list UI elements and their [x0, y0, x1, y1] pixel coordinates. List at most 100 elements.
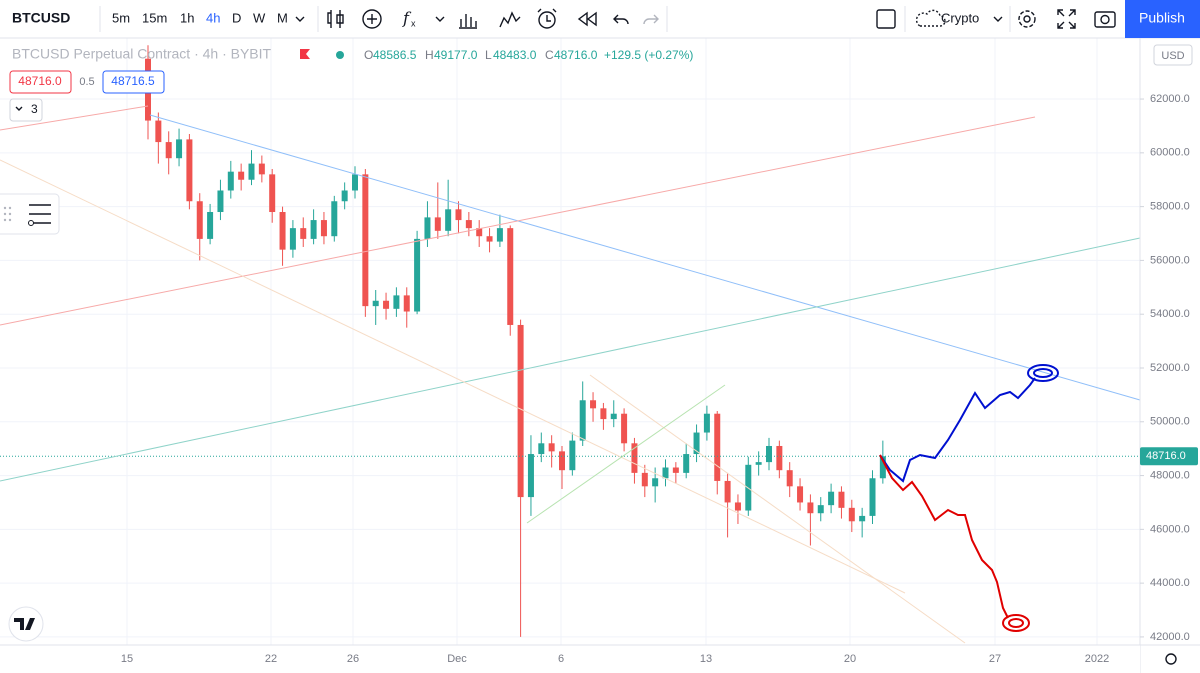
- interval[interactable]: 1h: [180, 10, 194, 25]
- indicators-icon[interactable]: f: [402, 9, 412, 28]
- candle-body: [424, 217, 431, 239]
- chevron[interactable]: [993, 16, 1003, 22]
- candle-body: [672, 467, 679, 473]
- chevron[interactable]: [295, 16, 305, 22]
- candle-body: [186, 139, 193, 202]
- y-tick-label: 56000.0: [1150, 254, 1190, 266]
- candle-body: [320, 220, 327, 237]
- chevron[interactable]: [435, 16, 445, 22]
- currency-button[interactable]: [1153, 44, 1193, 66]
- layout[interactable]: [876, 9, 896, 29]
- candle-body: [465, 220, 472, 229]
- redo[interactable]: [643, 14, 659, 25]
- y-tick-label: 62000.0: [1150, 93, 1190, 105]
- candle-body: [859, 515, 866, 522]
- scribble: [1002, 614, 1030, 632]
- y-tick-label: 42000.0: [1150, 631, 1190, 643]
- candle-body: [352, 174, 358, 191]
- trend-line: [0, 116, 1036, 326]
- candle-body: [269, 174, 276, 213]
- buy-button[interactable]: [102, 70, 165, 94]
- ohlc-label: C: [545, 48, 554, 62]
- candle-body: [300, 228, 307, 239]
- bid: 48716.0: [18, 74, 62, 88]
- plot-area: [0, 38, 1140, 645]
- candle-body: [652, 478, 659, 487]
- scribble: [879, 377, 1036, 483]
- y-tick-label: 54000.0: [1150, 308, 1190, 320]
- templates[interactable]: [459, 14, 477, 29]
- interval[interactable]: W: [253, 10, 266, 25]
- compare[interactable]: [362, 9, 382, 29]
- trend-line: [0, 159, 906, 594]
- indicators-toggle[interactable]: [9, 98, 43, 122]
- symbol[interactable]: BTCUSD: [12, 10, 70, 26]
- candle-body: [838, 491, 845, 508]
- ohlc-label: H: [425, 48, 434, 62]
- replay[interactable]: [577, 11, 597, 27]
- logo-mark: [14, 618, 35, 630]
- settings[interactable]: [1018, 10, 1036, 28]
- alert[interactable]: [538, 11, 556, 29]
- candle-body: [734, 502, 741, 511]
- x-tick-label: 20: [844, 653, 856, 665]
- legend: BTCUSD Perpetual Contract · 4h · BYBIT O…: [9, 46, 693, 122]
- interval[interactable]: M: [277, 10, 288, 25]
- interval[interactable]: 5m: [112, 10, 130, 25]
- x-tick-label: 6: [558, 653, 564, 665]
- y-tick-label: 48000.0: [1150, 469, 1190, 481]
- candle-body: [434, 217, 441, 231]
- scribble: [1033, 368, 1053, 378]
- candle-body: [527, 454, 534, 498]
- x-tick-label: 2022: [1085, 653, 1109, 665]
- financials[interactable]: [499, 11, 521, 28]
- candle-body: [766, 445, 772, 463]
- candle-body: [538, 443, 545, 455]
- x-tick-label: 27: [989, 653, 1001, 665]
- x-tick-label: 22: [265, 653, 277, 665]
- interval[interactable]: 15m: [142, 10, 167, 25]
- symbol-description: BTCUSD Perpetual Contract · 4h · BYBIT: [12, 46, 272, 62]
- drawing-toolbar: [0, 193, 60, 235]
- trend-line: [0, 237, 1141, 482]
- x-tick-label: Dec: [447, 653, 467, 665]
- change: +129.5 (+0.27%): [604, 48, 693, 62]
- trend-line: [589, 374, 966, 644]
- flag[interactable]: [300, 49, 310, 59]
- menu-icon[interactable]: [29, 204, 51, 224]
- screenshot[interactable]: [1094, 11, 1116, 28]
- y-tick-label: 50000.0: [1150, 416, 1190, 428]
- candle-body: [207, 212, 214, 239]
- last-price-label: 48716.0: [1146, 450, 1186, 462]
- sell-button[interactable]: [9, 70, 72, 94]
- candle-body: [496, 228, 503, 242]
- ohlc-value: 49177.0: [434, 48, 478, 62]
- candle-body: [786, 470, 793, 487]
- candle-body: [641, 472, 648, 487]
- undo[interactable]: [613, 14, 629, 25]
- candle-body: [703, 413, 710, 433]
- candle-body: [569, 440, 576, 471]
- candle-body: [590, 400, 597, 409]
- chart-style[interactable]: Crypto: [941, 10, 979, 25]
- scribble: [1008, 618, 1024, 628]
- candle-body: [414, 238, 421, 312]
- fullscreen[interactable]: [1057, 9, 1076, 29]
- menu-icon: [28, 220, 34, 226]
- interval[interactable]: D: [232, 10, 241, 25]
- candle-body: [828, 491, 835, 506]
- settings-icon[interactable]: [1165, 653, 1177, 665]
- candle-body: [693, 432, 700, 455]
- ohlc-label: L: [485, 48, 492, 62]
- candle-body: [455, 209, 462, 221]
- candle-body: [331, 201, 338, 237]
- interval[interactable]: 4h: [206, 10, 220, 25]
- currency: USD: [1161, 50, 1184, 62]
- publish-button[interactable]: [1125, 0, 1200, 38]
- candle-body: [196, 201, 203, 239]
- status-dot: [336, 51, 344, 59]
- candle-body: [310, 220, 317, 239]
- candle-body: [165, 142, 172, 159]
- candles: [145, 45, 886, 637]
- chart-type[interactable]: [327, 10, 344, 28]
